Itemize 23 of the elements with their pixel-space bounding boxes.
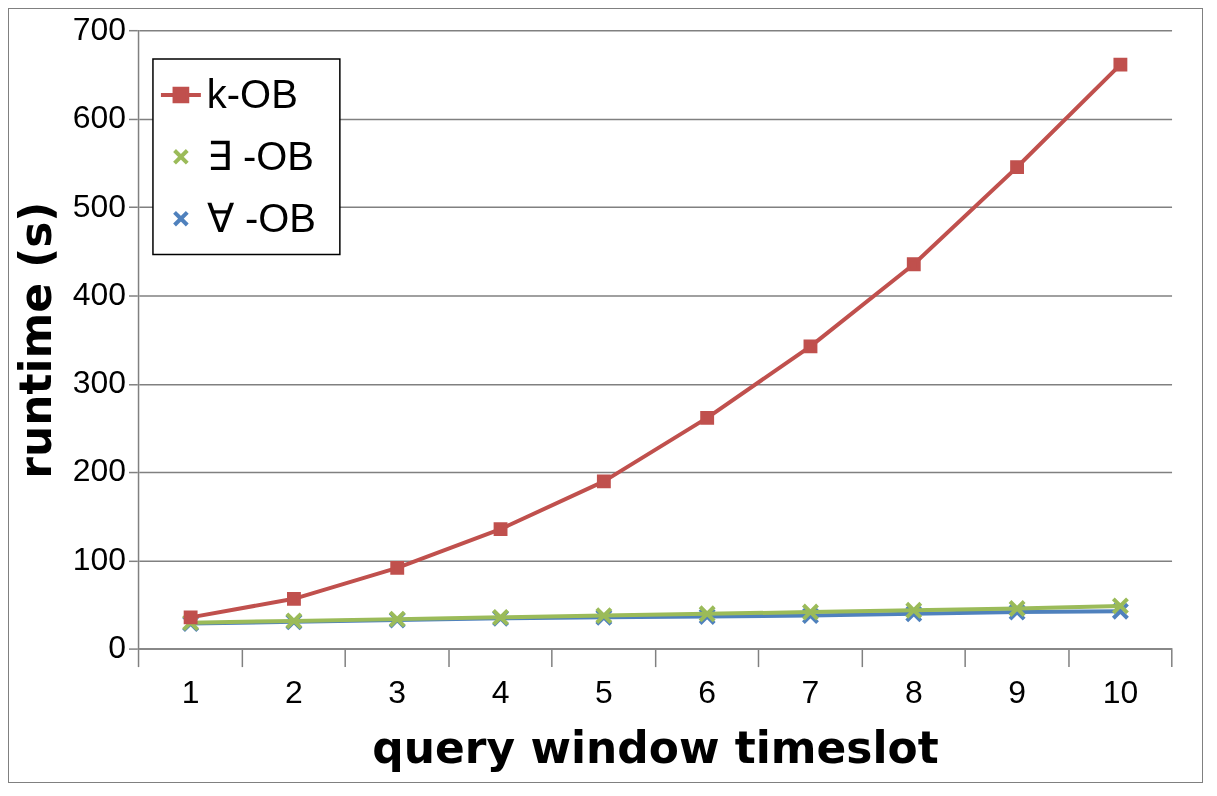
x-tick-label: 2 [285,674,303,711]
x-tick-label: 3 [388,674,407,711]
y-tick-label: 700 [72,10,126,47]
y-tick-label: 400 [72,275,126,312]
y-tick-label: 300 [72,364,126,401]
x-tick-label: 10 [1102,674,1139,711]
x-tick-label: 7 [801,674,820,711]
legend-label: ∃ -OB [206,133,314,178]
x-tick-label: 9 [1008,674,1026,711]
y-tick-label: 0 [108,628,126,665]
x-tick-label: 4 [491,674,510,711]
x-axis-title: query window timeslot [372,722,939,774]
y-axis-title: runtime (s) [9,201,61,479]
y-tick-label: 600 [72,99,126,136]
x-tick-label: 1 [181,674,200,711]
x-tick-label: 8 [904,674,923,711]
y-tick-label: 500 [72,187,126,224]
legend-label: ∀ -OB [206,195,316,240]
x-tick-label: 5 [594,674,613,711]
y-tick-label: 200 [72,452,126,489]
y-tick-label: 100 [72,540,126,577]
x-tick-label: 6 [698,674,717,711]
legend-label: k-OB [206,71,298,116]
